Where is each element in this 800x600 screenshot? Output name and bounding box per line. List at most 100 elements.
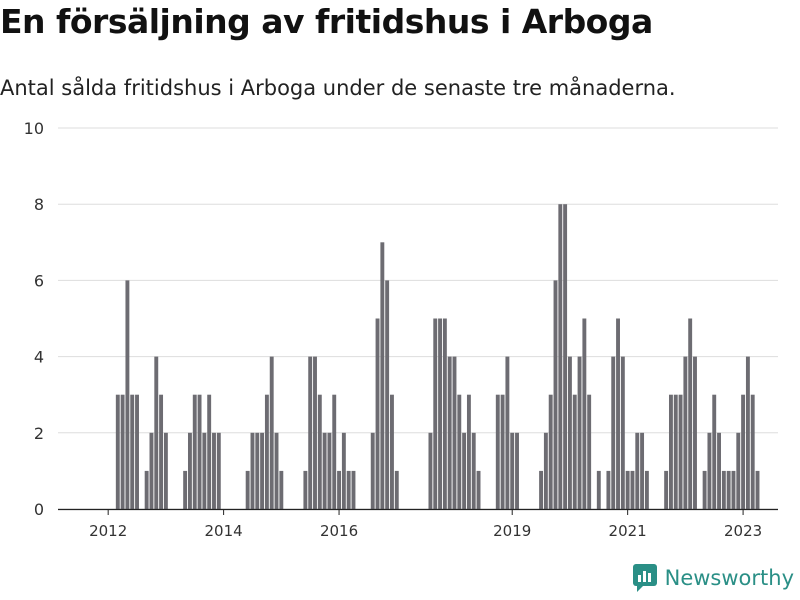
y-tick-label: 4 xyxy=(34,348,44,367)
bar xyxy=(447,356,452,509)
bar xyxy=(596,470,601,509)
bar xyxy=(620,356,625,509)
bar xyxy=(688,318,693,509)
brand-name: Newsworthy xyxy=(664,566,794,590)
bar xyxy=(313,356,317,509)
bar xyxy=(505,356,510,509)
bar xyxy=(510,432,515,509)
bar xyxy=(135,394,139,509)
bar xyxy=(250,432,255,509)
bar xyxy=(370,432,375,509)
bar xyxy=(563,204,568,509)
bar xyxy=(572,394,577,509)
bar xyxy=(351,470,356,509)
bar xyxy=(163,432,168,509)
bar xyxy=(683,356,688,509)
bar xyxy=(264,394,269,509)
y-tick-label: 0 xyxy=(34,500,44,519)
bar xyxy=(269,356,274,509)
bar xyxy=(260,432,265,509)
bar xyxy=(471,432,476,509)
bar xyxy=(394,470,399,509)
newsworthy-logo-icon xyxy=(632,564,657,592)
bar xyxy=(327,432,332,509)
x-tick-label: 2019 xyxy=(493,522,531,540)
bar xyxy=(433,318,438,509)
bar xyxy=(279,470,284,509)
bar xyxy=(202,432,207,509)
bar xyxy=(476,470,481,509)
bar xyxy=(630,470,635,509)
x-tick-label: 2016 xyxy=(320,522,358,540)
brand: Newsworthy xyxy=(632,564,794,592)
chart-title: En försäljning av fritidshus i Arboga xyxy=(0,2,653,41)
bar xyxy=(577,356,582,509)
y-tick-label: 10 xyxy=(24,119,44,138)
bar xyxy=(539,470,544,509)
bar xyxy=(736,432,741,509)
bar xyxy=(125,280,130,509)
bar xyxy=(380,242,385,510)
bar xyxy=(346,470,351,509)
bars xyxy=(115,204,760,510)
bar xyxy=(664,470,669,509)
bar xyxy=(731,470,736,509)
bar xyxy=(154,356,159,509)
bar xyxy=(457,394,462,509)
y-tick-label: 6 xyxy=(34,271,44,290)
bar xyxy=(452,356,457,509)
bar xyxy=(308,356,313,509)
x-tick-label: 2014 xyxy=(205,522,243,540)
bar xyxy=(543,432,548,509)
bar xyxy=(115,394,120,509)
bar xyxy=(255,432,260,509)
bar xyxy=(755,470,760,509)
bar xyxy=(337,470,341,509)
bar xyxy=(500,394,505,509)
bar xyxy=(187,432,192,509)
bar xyxy=(644,470,649,509)
bar xyxy=(322,432,327,509)
bar xyxy=(245,470,250,509)
bar xyxy=(495,394,500,509)
bar xyxy=(144,470,149,509)
bar xyxy=(317,394,322,509)
bar xyxy=(466,394,471,509)
bar xyxy=(159,394,164,509)
y-axis-ticks: 0 2 4 6 8 10 xyxy=(24,119,44,519)
bar xyxy=(130,394,135,509)
bar xyxy=(726,470,731,509)
bar xyxy=(702,470,707,509)
bar xyxy=(693,356,697,509)
bar xyxy=(635,432,640,509)
y-tick-label: 2 xyxy=(34,424,44,443)
x-axis: 2012201420162019202120232025 xyxy=(58,508,778,540)
x-tick-label: 2021 xyxy=(609,522,647,540)
x-tick-label: 2012 xyxy=(89,522,127,540)
bar xyxy=(216,432,221,509)
bar xyxy=(673,394,678,509)
bar xyxy=(390,394,394,509)
bar xyxy=(712,394,717,509)
bar xyxy=(678,394,683,509)
bar xyxy=(303,470,308,509)
bar xyxy=(120,394,125,509)
bar xyxy=(717,432,721,509)
bar xyxy=(741,394,746,509)
bar xyxy=(192,394,197,509)
bar xyxy=(332,394,337,509)
bar xyxy=(567,356,572,509)
bar xyxy=(606,470,611,509)
bar xyxy=(212,432,216,509)
bar xyxy=(438,318,443,509)
bar xyxy=(341,432,346,509)
bar xyxy=(515,432,519,509)
bar xyxy=(548,394,553,509)
bar xyxy=(462,432,467,509)
bar xyxy=(668,394,673,509)
bar xyxy=(558,204,563,509)
bar xyxy=(197,394,202,509)
bar xyxy=(640,432,645,509)
bar xyxy=(721,470,726,509)
